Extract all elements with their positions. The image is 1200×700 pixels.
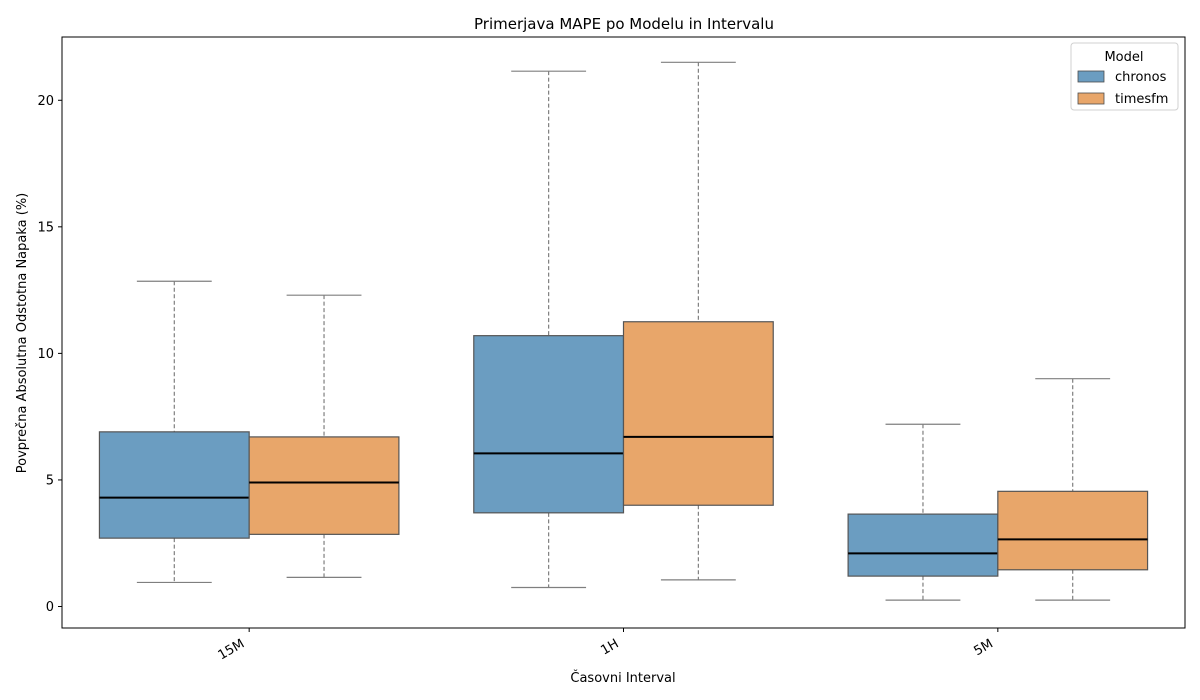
legend-label-chronos: chronos — [1115, 70, 1167, 85]
box-chronos-5M — [847, 513, 999, 577]
chart-title: Primerjava MAPE po Modelu in Intervalu — [474, 15, 774, 33]
box-chronos-15M — [98, 431, 250, 539]
y-tick-label: 20 — [37, 94, 54, 109]
box-timesfm-5M — [997, 490, 1149, 571]
legend-title: Model — [1104, 50, 1143, 65]
plot-frame — [61, 36, 1186, 629]
box-chronos-1H — [473, 335, 625, 514]
y-tick-label: 5 — [46, 473, 54, 488]
legend-label-timesfm: timesfm — [1115, 92, 1168, 107]
x-axis-label: Časovni Interval — [570, 670, 675, 686]
y-tick-label: 0 — [46, 600, 54, 615]
box-timesfm-15M — [248, 436, 400, 535]
y-tick-label: 10 — [37, 347, 54, 362]
legend: Model chronos timesfm — [1070, 42, 1179, 111]
y-tick-label: 15 — [37, 220, 54, 235]
legend-swatch-chronos — [1077, 70, 1105, 83]
box-timesfm-1H — [622, 321, 774, 506]
y-axis-label: Povprečna Absolutna Odstotna Napaka (%) — [15, 193, 30, 474]
legend-swatch-timesfm — [1077, 92, 1105, 105]
